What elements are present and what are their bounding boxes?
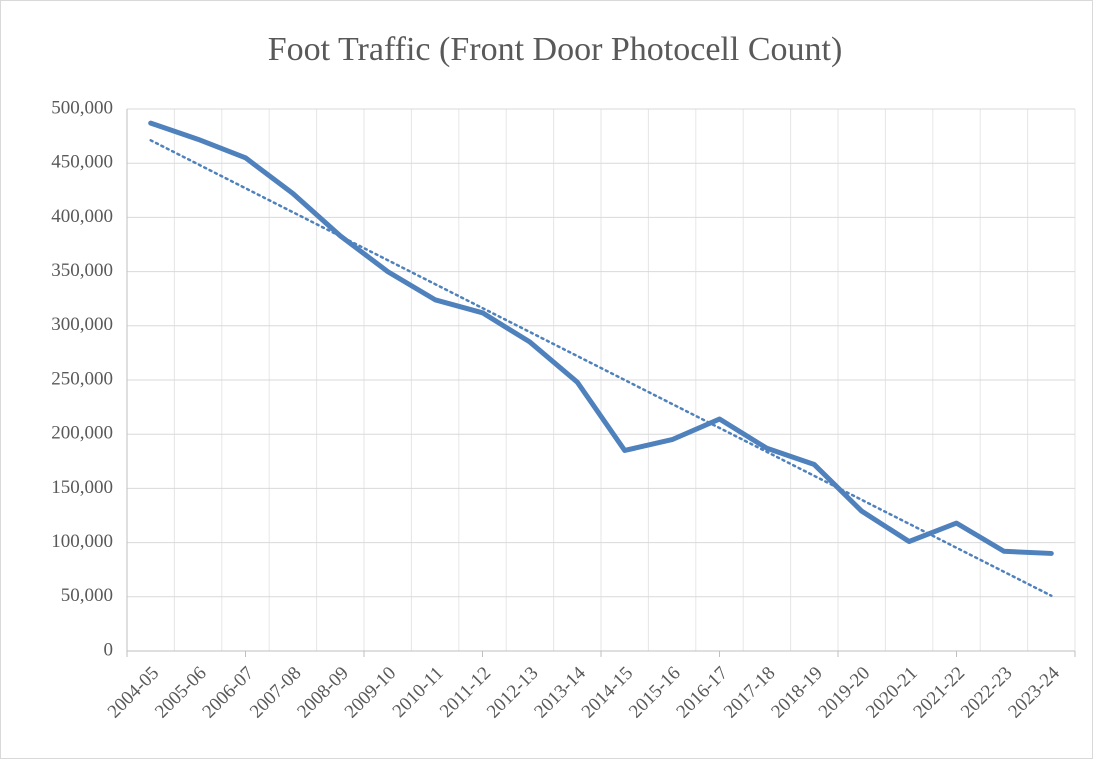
y-tick-label: 50,000: [61, 585, 113, 606]
trendline: [149, 139, 1053, 597]
y-tick-label: 300,000: [51, 314, 113, 335]
y-tick-label: 250,000: [51, 368, 113, 389]
chart-title: Foot Traffic (Front Door Photocell Count…: [268, 31, 843, 68]
y-tick-label: 100,000: [51, 531, 113, 552]
y-tick-label: 150,000: [51, 477, 113, 498]
y-tick-label: 450,000: [51, 152, 113, 173]
y-tick-label: 500,000: [51, 97, 113, 118]
y-tick-label: 350,000: [51, 260, 113, 281]
y-tick-label: 400,000: [51, 206, 113, 227]
y-tick-label: 0: [104, 639, 114, 660]
y-tick-label: 200,000: [51, 423, 113, 444]
line-series: [148, 120, 1054, 556]
